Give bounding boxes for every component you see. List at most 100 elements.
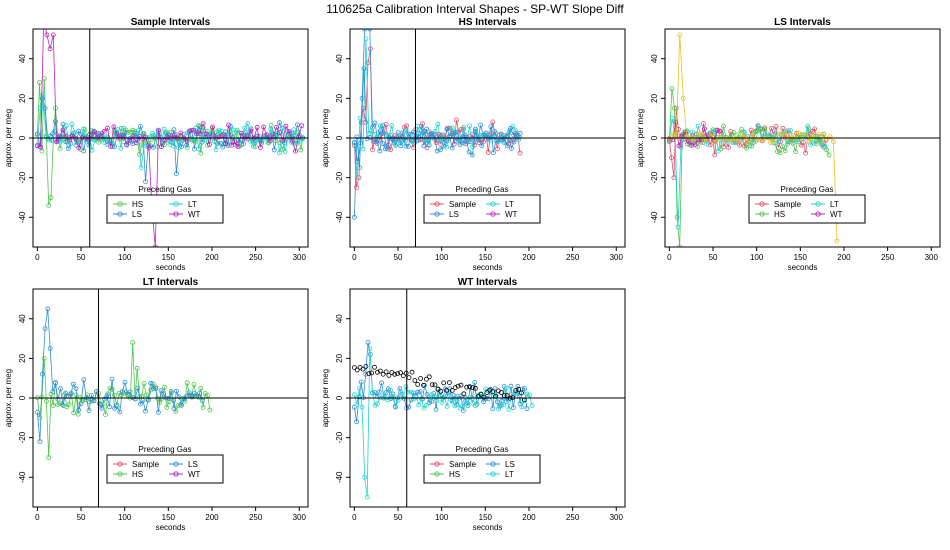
data-point <box>508 383 514 389</box>
data-point <box>81 148 87 154</box>
data-point <box>524 391 530 397</box>
data-point <box>137 401 143 407</box>
data-point <box>184 130 190 136</box>
data-point <box>776 139 782 145</box>
x-tick-label: 50 <box>709 253 718 262</box>
x-axis-label: seconds <box>473 263 503 272</box>
data-point <box>91 398 97 404</box>
x-tick-label: 300 <box>293 513 307 522</box>
panel-title: LS Intervals <box>774 17 831 28</box>
data-point <box>279 125 285 131</box>
data-point <box>374 369 380 375</box>
data-point <box>377 368 383 374</box>
data-point <box>701 121 706 126</box>
data-point <box>243 130 249 136</box>
data-point <box>529 403 535 408</box>
data-point <box>71 410 77 416</box>
data-point <box>382 394 388 400</box>
data-point <box>65 146 71 151</box>
y-axis-label: approx. per meg <box>636 109 645 167</box>
data-point <box>726 136 732 142</box>
data-point <box>226 122 232 128</box>
data-point <box>372 131 377 137</box>
figure-title: 110625a Calibration Interval Shapes - SP… <box>326 2 624 16</box>
data-point <box>444 403 450 409</box>
data-point <box>376 389 382 395</box>
data-point <box>513 388 519 393</box>
data-point <box>354 419 360 425</box>
data-point <box>47 46 53 52</box>
data-point <box>504 143 510 149</box>
data-point <box>176 394 182 400</box>
data-point <box>485 149 491 155</box>
x-tick-label: 100 <box>435 513 449 522</box>
data-point <box>429 399 434 404</box>
data-point <box>403 370 409 376</box>
data-point <box>200 121 206 126</box>
data-point <box>48 195 54 200</box>
data-point <box>393 138 399 144</box>
y-axis-label: approx. per meg <box>321 369 330 427</box>
data-point <box>796 130 801 136</box>
data-point <box>135 385 141 391</box>
x-tick-label: 0 <box>35 513 40 522</box>
data-point <box>417 389 423 395</box>
data-point <box>465 400 471 406</box>
data-point <box>432 128 438 134</box>
data-point <box>426 394 432 400</box>
data-point <box>69 121 75 127</box>
y-tick-label: 0 <box>650 135 659 140</box>
y-tick-label: -20 <box>650 171 659 183</box>
data-point <box>470 385 475 390</box>
data-point <box>134 365 140 371</box>
data-point <box>191 381 197 387</box>
data-point <box>99 405 105 411</box>
data-point <box>452 403 458 409</box>
data-point <box>691 136 697 142</box>
data-point <box>173 171 179 177</box>
data-point <box>137 124 143 129</box>
data-point <box>229 142 235 148</box>
data-point <box>455 383 461 389</box>
data-point <box>37 80 42 85</box>
data-point <box>171 132 177 138</box>
data-point <box>395 371 401 377</box>
data-point <box>498 390 504 395</box>
data-point <box>109 387 115 392</box>
data-point <box>508 138 514 144</box>
data-point <box>55 402 61 407</box>
y-tick-label: 0 <box>335 395 344 400</box>
legend-swatch-marker <box>490 471 496 477</box>
data-point <box>114 404 120 410</box>
data-point <box>464 384 470 390</box>
legend-box <box>106 454 224 484</box>
legend-swatch-marker <box>117 211 123 217</box>
data-point <box>388 396 394 402</box>
legend-entry-sample: Sample <box>774 200 802 209</box>
data-point <box>109 376 115 382</box>
data-point <box>282 149 288 154</box>
data-point <box>293 148 298 154</box>
data-point <box>101 128 107 134</box>
data-point <box>45 306 51 312</box>
data-point <box>398 389 404 395</box>
data-point <box>522 386 527 391</box>
data-point <box>362 29 368 32</box>
data-point <box>824 136 829 142</box>
legend-title: Preceding Gas <box>456 185 509 194</box>
data-point <box>277 130 282 135</box>
data-point <box>54 139 59 145</box>
x-tick-label: 250 <box>566 513 580 522</box>
data-point <box>736 138 742 144</box>
data-point <box>197 391 203 396</box>
x-tick-label: 300 <box>610 513 624 522</box>
y-tick-label: -20 <box>335 171 344 183</box>
data-point <box>402 138 408 144</box>
data-point <box>360 146 366 152</box>
data-point <box>92 129 98 135</box>
data-point <box>103 412 108 418</box>
data-point <box>148 380 154 386</box>
data-point <box>447 125 453 131</box>
